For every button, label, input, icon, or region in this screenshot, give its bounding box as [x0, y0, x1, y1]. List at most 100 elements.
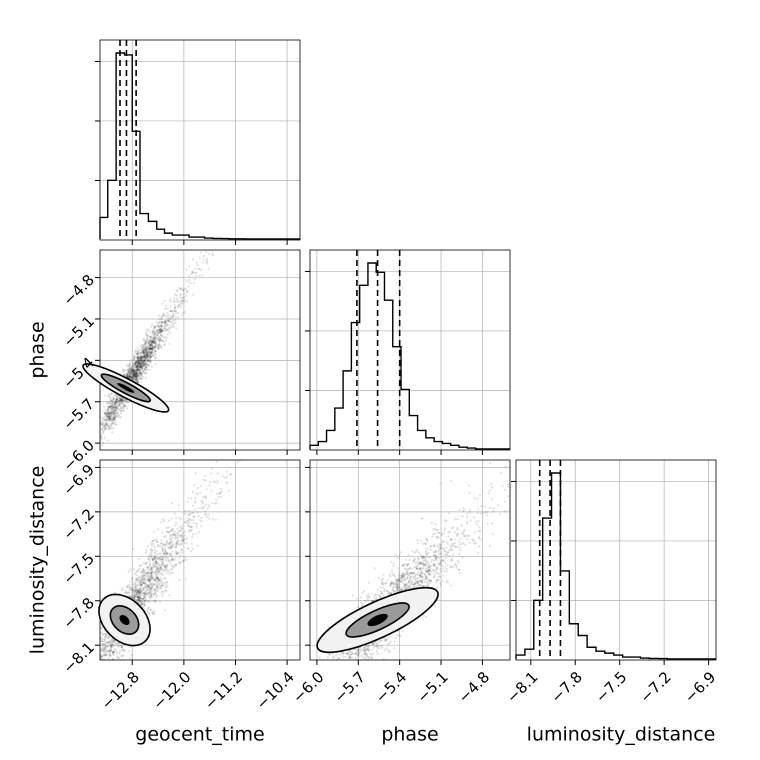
scatter-point — [110, 415, 113, 418]
scatter-point — [446, 542, 449, 546]
scatter-point — [100, 635, 102, 639]
scatter-point — [414, 581, 417, 584]
scatter-point — [100, 423, 104, 426]
scatter-point — [178, 516, 181, 519]
scatter-point — [152, 354, 155, 357]
scatter-point — [142, 348, 145, 351]
scatter-point — [435, 579, 439, 582]
scatter-point — [366, 648, 369, 651]
scatter-point — [153, 579, 156, 582]
scatter-point — [160, 572, 163, 575]
scatter-point — [402, 563, 405, 566]
scatter-point — [145, 329, 148, 332]
scatter-point — [215, 492, 219, 495]
scatter-point — [168, 593, 171, 597]
scatter-point — [204, 479, 207, 482]
scatter-point — [156, 577, 159, 580]
scatter-point — [156, 323, 159, 326]
scatter-point — [156, 585, 159, 588]
scatter-point — [135, 365, 138, 368]
scatter-point — [183, 296, 186, 299]
scatter-point — [219, 491, 222, 494]
scatter-point — [113, 644, 116, 647]
scatter-point — [157, 345, 160, 349]
scatter-point — [165, 559, 168, 562]
scatter-point — [109, 413, 112, 416]
scatter-point — [427, 569, 430, 572]
scatter-point — [110, 409, 113, 412]
scatter-point — [122, 409, 125, 412]
scatter-point — [152, 338, 155, 341]
scatter-point — [140, 355, 143, 358]
scatter-point — [164, 586, 168, 589]
scatter-point — [100, 640, 101, 643]
scatter-point — [387, 649, 390, 652]
scatter-point — [449, 538, 452, 541]
scatter-point — [125, 400, 129, 403]
scatter-point — [419, 568, 422, 571]
scatter-point — [104, 426, 107, 429]
scatter-point — [422, 564, 425, 568]
scatter-point — [125, 405, 128, 408]
scatter-point — [149, 555, 152, 559]
scatter-point — [112, 658, 115, 660]
scatter-point — [164, 577, 167, 581]
scatter-point — [397, 570, 400, 574]
scatter-point — [387, 592, 390, 595]
scatter-point — [200, 485, 203, 488]
scatter-point — [150, 350, 153, 353]
scatter-point — [143, 344, 146, 348]
scatter-point — [197, 514, 200, 517]
scatter-point — [138, 356, 141, 359]
scatter-point — [435, 580, 438, 584]
scatter-point — [136, 366, 140, 369]
scatter-point — [195, 522, 198, 525]
scatter-point — [152, 348, 155, 351]
scatter-point — [161, 549, 165, 552]
scatter-point — [183, 287, 187, 290]
scatter-point — [137, 361, 141, 365]
scatter-point — [147, 347, 150, 350]
scatter-point — [132, 593, 135, 596]
scatter-point — [364, 656, 367, 660]
scatter-point — [135, 378, 138, 382]
scatter-point — [127, 401, 130, 404]
scatter-point — [171, 558, 174, 561]
scatter-point — [416, 564, 419, 567]
scatter-point — [159, 585, 163, 588]
scatter-point — [525, 497, 527, 499]
scatter-point — [163, 519, 166, 523]
scatter-point — [94, 675, 96, 677]
scatter-point — [120, 589, 123, 592]
scatter-point — [146, 328, 149, 331]
scatter-point — [205, 250, 208, 254]
scatter-point — [327, 671, 329, 673]
scatter-point — [139, 588, 142, 591]
scatter-point — [127, 371, 131, 375]
scatter-point — [147, 583, 150, 587]
scatter-point — [146, 584, 150, 588]
scatter-point — [201, 501, 205, 504]
scatter-point — [119, 398, 122, 401]
scatter-point — [139, 368, 142, 371]
scatter-point — [137, 590, 141, 594]
scatter-point — [144, 348, 147, 351]
scatter-point — [144, 355, 147, 358]
scatter-point — [194, 496, 197, 499]
scatter-point — [451, 526, 455, 529]
scatter-point — [139, 377, 142, 381]
scatter-point — [139, 364, 142, 367]
scatter-point — [160, 560, 163, 563]
scatter-point — [109, 427, 112, 431]
scatter-point — [115, 399, 118, 402]
scatter-point — [104, 632, 107, 635]
scatter-point — [153, 349, 157, 352]
scatter-point — [207, 513, 210, 516]
scatter-point — [100, 435, 101, 438]
scatter-point — [166, 318, 169, 322]
scatter-point — [134, 351, 137, 354]
scatter-point — [97, 439, 99, 441]
scatter-point — [114, 399, 117, 402]
scatter-point — [145, 348, 148, 352]
scatter-point — [204, 495, 207, 498]
